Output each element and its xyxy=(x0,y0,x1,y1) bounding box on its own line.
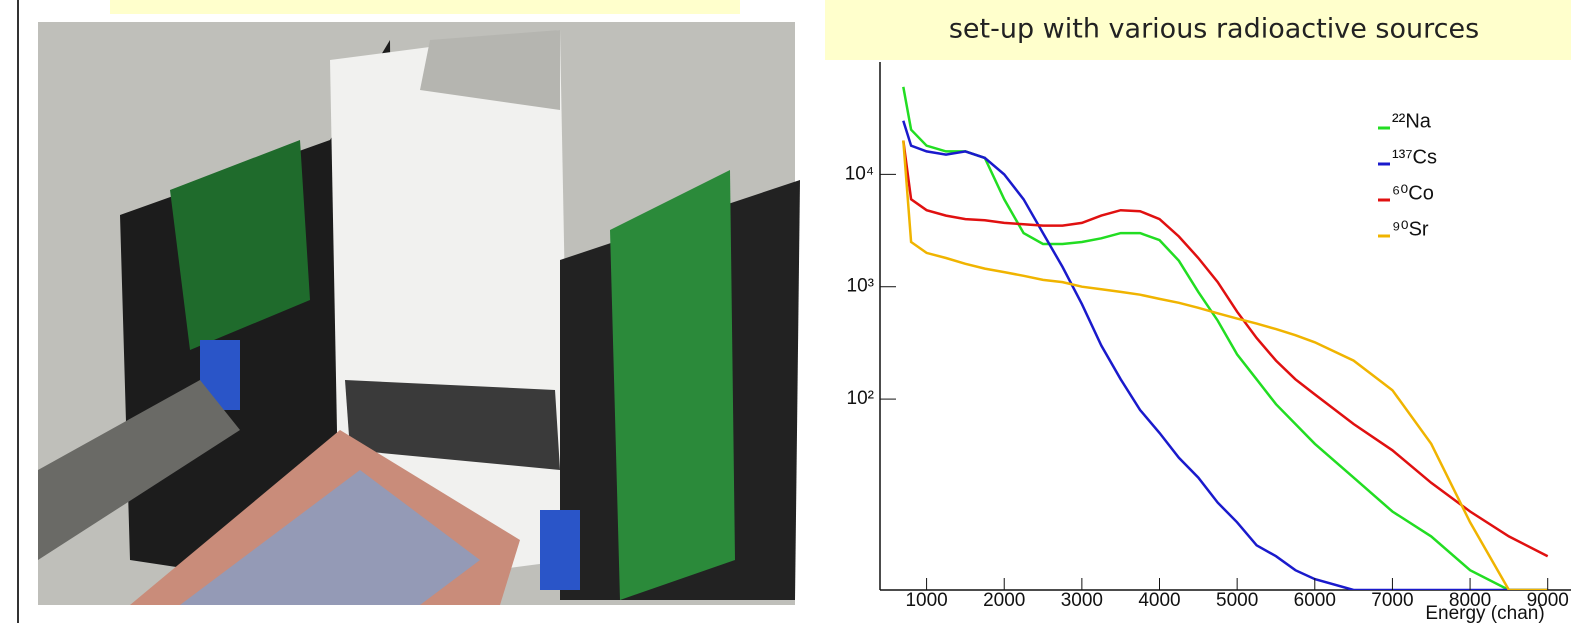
x-tick-label: 9000 xyxy=(1527,590,1569,611)
title-box xyxy=(825,0,1571,60)
x-tick-label: 2000 xyxy=(983,590,1025,611)
legend-label: ²²Na xyxy=(1392,110,1432,132)
legend-label: ¹³⁷Cs xyxy=(1392,146,1437,168)
series-line xyxy=(902,86,1548,590)
x-tick-label: 8000 xyxy=(1449,590,1491,611)
x-tick-label: 4000 xyxy=(1138,590,1180,611)
legend-label: ⁶⁰Co xyxy=(1392,182,1434,204)
series-line xyxy=(902,120,1548,590)
chart-title: set-up with various radioactive sources xyxy=(949,14,1479,45)
y-tick-label: 10³ xyxy=(847,276,874,297)
plot-area xyxy=(902,86,1549,590)
series-line xyxy=(902,140,1549,558)
x-tick-label: 6000 xyxy=(1294,590,1336,611)
series-line xyxy=(902,140,1548,590)
y-tick-label: 10² xyxy=(847,388,874,409)
x-tick-label: 3000 xyxy=(1061,590,1103,611)
caption-box xyxy=(110,0,740,14)
x-tick-label: 7000 xyxy=(1371,590,1413,611)
x-axis-label: Energy (chan) xyxy=(1425,603,1544,623)
photo xyxy=(38,22,800,605)
x-tick-label: 5000 xyxy=(1216,590,1258,611)
y-tick-label: 10⁴ xyxy=(845,163,874,184)
legend-label: ⁹⁰Sr xyxy=(1392,218,1429,240)
x-tick-label: 1000 xyxy=(905,590,947,611)
